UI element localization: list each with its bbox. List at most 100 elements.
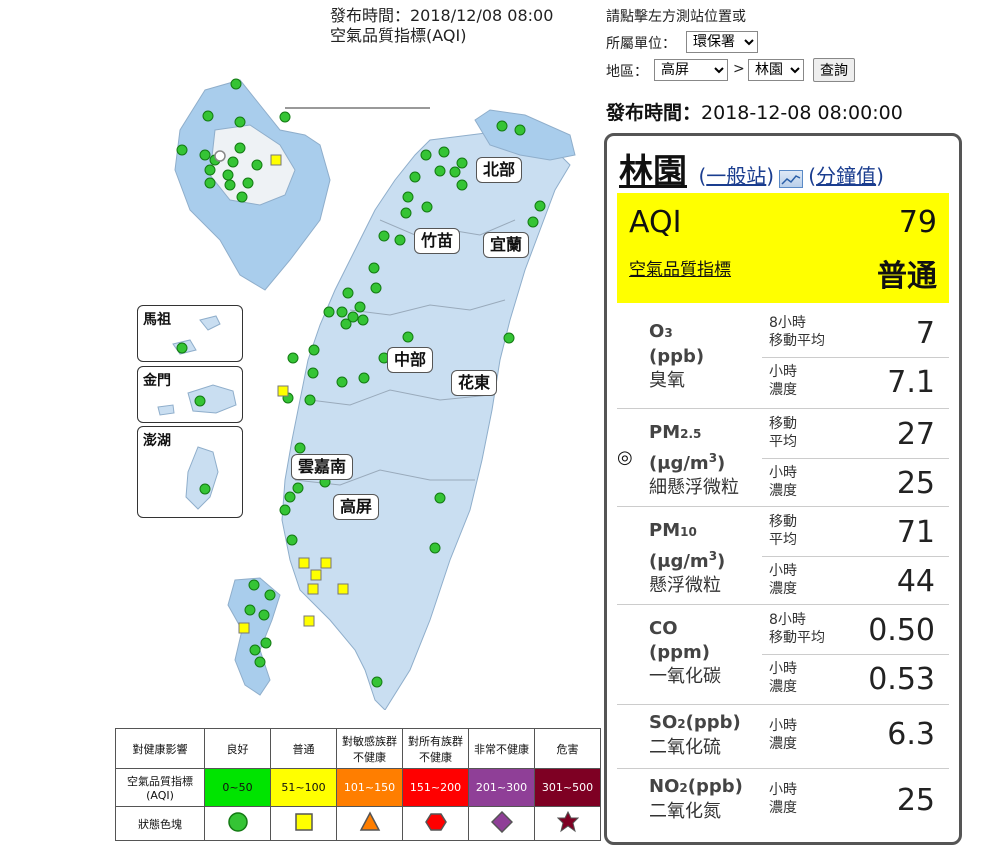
legend-level-name: 對所有族群不健康 bbox=[402, 728, 469, 769]
minute-value-link[interactable]: 分鐘值 bbox=[816, 164, 877, 188]
inset-kinmen[interactable]: 金門 bbox=[137, 366, 243, 423]
pm25-label-2: 小時 濃度 bbox=[769, 465, 797, 499]
pm10-name: PM10 (μg/m3) 懸浮微粒 bbox=[649, 520, 726, 596]
station-name: 林園 bbox=[619, 152, 687, 192]
pm25-value-1: 27 bbox=[896, 417, 935, 452]
aqi-box: AQI 79 空氣品質指標 普通 bbox=[617, 193, 949, 303]
area-select[interactable]: 高屏 bbox=[654, 59, 728, 81]
aqi-status: 普通 bbox=[877, 259, 937, 294]
so2-name: SO2(ppb) 二氧化硫 bbox=[649, 712, 741, 758]
taiwan-map[interactable] bbox=[130, 60, 600, 710]
region-north[interactable]: 北部 bbox=[476, 157, 523, 183]
region-hualien-taitung[interactable]: 花東 bbox=[451, 370, 498, 396]
pm10-value-1: 71 bbox=[896, 515, 935, 550]
legend-range: 201~300 bbox=[468, 768, 535, 807]
inset-matsu[interactable]: 馬祖 bbox=[137, 305, 243, 362]
main-island-shape bbox=[281, 129, 571, 710]
area-label: 地區： bbox=[606, 64, 648, 80]
pm10-label-1: 移動 平均 bbox=[769, 514, 797, 548]
pollutant-o3: O3 (ppb) 臭氧 8小時 移動平均 7 小時 濃度 7.1 bbox=[617, 308, 949, 404]
co-value-1: 0.50 bbox=[868, 613, 935, 648]
chart-icon[interactable] bbox=[779, 169, 804, 188]
pm25-value-2: 25 bbox=[896, 466, 935, 501]
o3-label-2: 小時 濃度 bbox=[769, 364, 797, 398]
pm10-label-2: 小時 濃度 bbox=[769, 563, 797, 597]
legend-level-name: 非常不健康 bbox=[468, 728, 535, 769]
legend-level-name: 對敏感族群不健康 bbox=[336, 728, 403, 769]
instruction-text: 請點擊左方測站位置或 bbox=[606, 9, 746, 25]
station-type-link[interactable]: 一般站 bbox=[706, 164, 767, 188]
publish-label: 發布時間： bbox=[606, 102, 702, 124]
area-arrow: > bbox=[733, 61, 745, 77]
station-select[interactable]: 林園 bbox=[748, 59, 804, 81]
legend-range: 101~150 bbox=[336, 768, 403, 807]
region-kaoping[interactable]: 高屏 bbox=[333, 494, 380, 520]
unit-label: 所屬單位： bbox=[606, 36, 676, 52]
co-name: CO (ppm) 一氧化碳 bbox=[649, 618, 721, 687]
pollutant-co: CO (ppm) 一氧化碳 8小時 移動平均 0.50 小時 濃度 0.53 bbox=[617, 604, 949, 701]
matsu-shape bbox=[172, 315, 221, 355]
kinmen-shape bbox=[157, 384, 237, 416]
inset-matsu-title: 馬祖 bbox=[143, 312, 171, 328]
pm10-value-2: 44 bbox=[896, 564, 935, 599]
o3-label-1: 8小時 移動平均 bbox=[769, 315, 825, 349]
co-label-1: 8小時 移動平均 bbox=[769, 612, 825, 646]
legend-range: 0~50 bbox=[204, 768, 271, 807]
region-central[interactable]: 中部 bbox=[387, 347, 434, 373]
no2-value: 25 bbox=[896, 783, 935, 818]
pm25-name: PM2.5 (μg/m3) 細懸浮微粒 bbox=[649, 422, 739, 498]
o3-value-1: 7 bbox=[915, 316, 935, 351]
diamond-icon bbox=[468, 806, 535, 841]
o3-name: O3 (ppb) 臭氧 bbox=[649, 321, 705, 391]
aqi-legend-table: 對健康影響 良好 普通 對敏感族群不健康 對所有族群不健康 非常不健康 危害 空… bbox=[115, 728, 601, 841]
legend-range: 51~100 bbox=[270, 768, 337, 807]
moderate-station-markers[interactable] bbox=[238, 154, 349, 634]
aqi-label: AQI bbox=[629, 205, 682, 240]
legend-header-status: 狀態色塊 bbox=[115, 806, 205, 841]
good-station-markers[interactable] bbox=[176, 78, 546, 688]
co-label-2: 小時 濃度 bbox=[769, 661, 797, 695]
station-header: 林園 (一般站) (分鐘值) bbox=[619, 152, 884, 192]
inset-penghu-title: 澎湖 bbox=[143, 433, 171, 449]
publish-value: 2018-12-08 08:00:00 bbox=[701, 102, 903, 124]
aqi-title: 空氣品質指標(AQI) bbox=[330, 26, 467, 45]
pm25-label-1: 移動 平均 bbox=[769, 416, 797, 450]
region-hsinchu-miaoli[interactable]: 竹苗 bbox=[414, 228, 461, 254]
aqi-value: 79 bbox=[898, 205, 937, 240]
region-yilan[interactable]: 宜蘭 bbox=[483, 232, 530, 258]
co-value-2: 0.53 bbox=[868, 662, 935, 697]
publish-time-header: 發布時間：2018/12/08 08:00 bbox=[330, 6, 554, 25]
hexagon-icon bbox=[402, 806, 469, 841]
legend-level-name: 普通 bbox=[270, 728, 337, 769]
triangle-icon bbox=[336, 806, 403, 841]
legend-level-name: 危害 bbox=[534, 728, 601, 769]
o3-value-2: 7.1 bbox=[887, 365, 935, 400]
legend-header-aqi: 空氣品質指標(AQI) bbox=[115, 768, 205, 807]
legend-header-health: 對健康影響 bbox=[115, 728, 205, 769]
no2-label: 小時 濃度 bbox=[769, 782, 797, 816]
square-icon bbox=[270, 806, 337, 841]
legend-level-name: 良好 bbox=[204, 728, 271, 769]
aqi-desc-link[interactable]: 空氣品質指標 bbox=[629, 260, 731, 280]
legend-range: 301~500 bbox=[534, 768, 601, 807]
target-marker-icon: ◎ bbox=[617, 447, 633, 468]
no2-name: NO2(ppb) 二氧化氮 bbox=[649, 776, 743, 822]
so2-label: 小時 濃度 bbox=[769, 718, 797, 752]
region-yunchianan[interactable]: 雲嘉南 bbox=[291, 454, 354, 480]
pollutant-no2: NO2(ppb) 二氧化氮 小時 濃度 25 bbox=[617, 768, 949, 839]
inset-penghu[interactable]: 澎湖 bbox=[137, 426, 243, 518]
so2-value: 6.3 bbox=[887, 717, 935, 752]
star-icon bbox=[534, 806, 601, 841]
penghu-shape bbox=[185, 446, 219, 510]
query-button[interactable]: 查詢 bbox=[813, 58, 855, 82]
pollutant-pm25: ◎ PM2.5 (μg/m3) 細懸浮微粒 移動 平均 27 小時 濃度 25 bbox=[617, 408, 949, 505]
station-panel: 林園 (一般站) (分鐘值) AQI 79 空氣品質指標 普通 O3 (ppb) 臭… bbox=[604, 133, 962, 845]
publish-time-label: 發布時間：2018-12-08 08:00:00 bbox=[606, 98, 903, 125]
circle-icon bbox=[204, 806, 271, 841]
legend-range: 151~200 bbox=[402, 768, 469, 807]
pollutant-pm10: PM10 (μg/m3) 懸浮微粒 移動 平均 71 小時 濃度 44 bbox=[617, 506, 949, 603]
selected-cross-icon[interactable] bbox=[214, 150, 226, 162]
pollutant-so2: SO2(ppb) 二氧化硫 小時 濃度 6.3 bbox=[617, 704, 949, 767]
unit-select[interactable]: 環保署 bbox=[686, 31, 758, 53]
inset-kinmen-title: 金門 bbox=[143, 373, 171, 389]
